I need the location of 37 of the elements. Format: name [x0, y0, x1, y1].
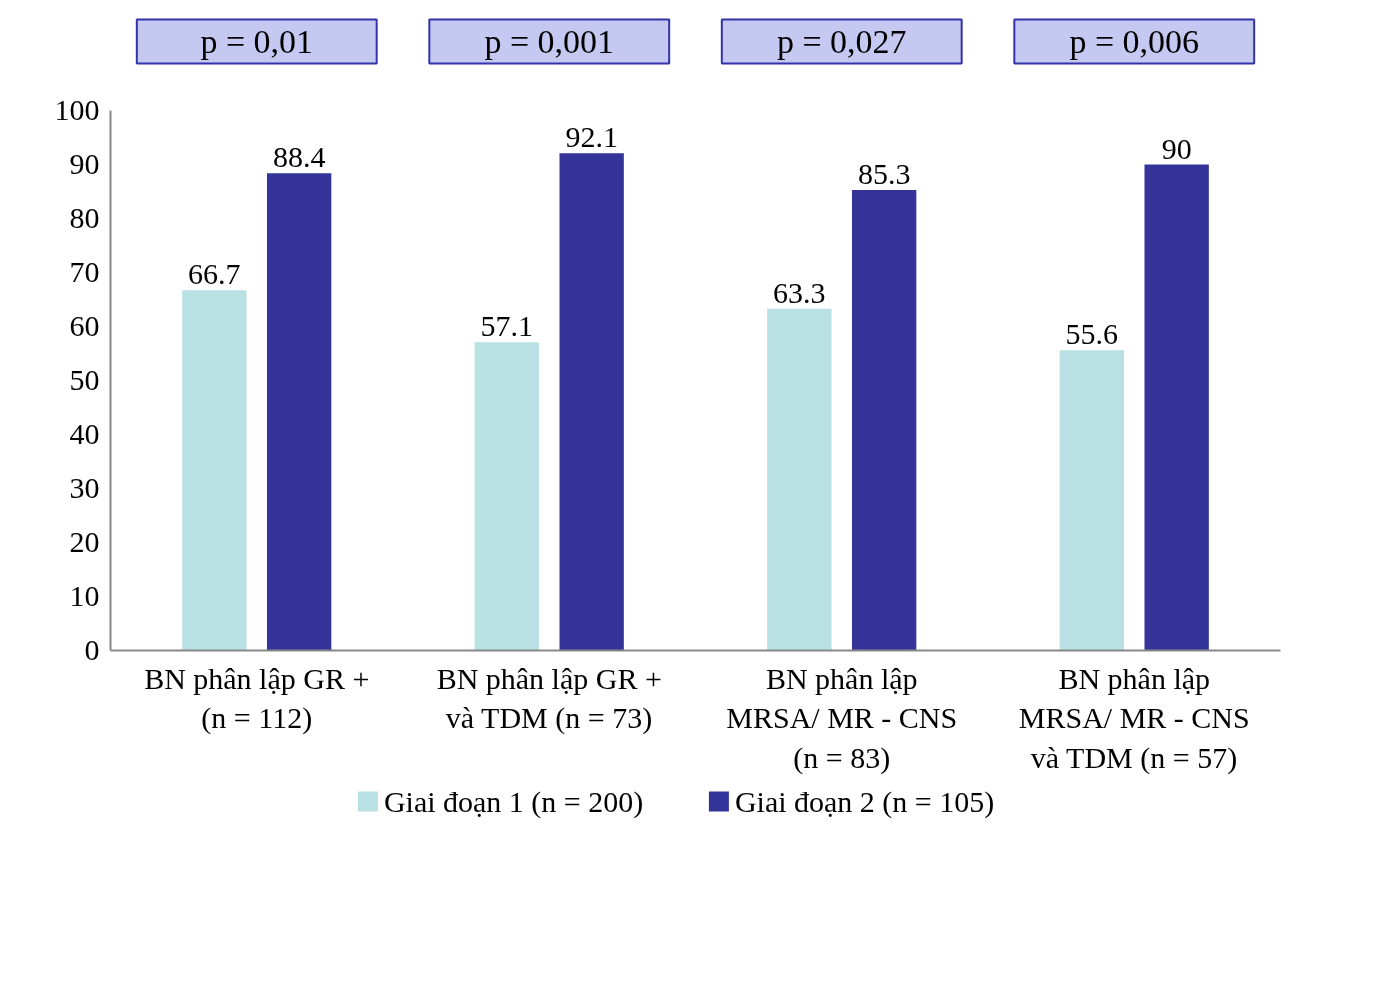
- y-tick-label: 50: [69, 363, 100, 396]
- x-tick-label: BN phân lập MRSA/ MR - CNS và TDM (n = 57): [1018, 661, 1250, 775]
- data-label: 92.1: [565, 120, 618, 154]
- bar: [1144, 164, 1209, 651]
- data-label: 85.3: [857, 156, 911, 190]
- y-tick-label: 90: [69, 147, 100, 180]
- data-label: 88.4: [272, 140, 326, 174]
- bar: [767, 308, 832, 651]
- bar: [851, 189, 917, 651]
- x-tick-label: BN phân lập MRSA/ MR - CNS (n = 83): [726, 661, 958, 775]
- x-tick-label: BN phân lập GR + (n = 112): [144, 661, 370, 736]
- legend-label: Giai đoạn 1 (n = 200): [383, 785, 644, 819]
- bar: [266, 173, 332, 651]
- text: p = 0,027: [776, 23, 907, 60]
- data-label: 63.3: [773, 275, 826, 309]
- text: p = 0,006: [1069, 23, 1200, 60]
- data-label: 66.7: [188, 257, 241, 291]
- bar: [182, 290, 247, 651]
- y-tick-label: 0: [84, 633, 100, 666]
- bar: [1059, 350, 1125, 651]
- y-tick-label: 100: [54, 93, 100, 126]
- bar: [559, 153, 624, 651]
- bar: [474, 342, 540, 651]
- y-tick-label: 10: [69, 579, 100, 612]
- text: p = 0,001: [484, 23, 615, 60]
- legend-label: Giai đoạn 2 (n = 105): [734, 785, 995, 819]
- y-tick-label: 80: [69, 201, 100, 234]
- y-tick-label: 40: [69, 417, 100, 450]
- data-label: 90: [1161, 131, 1192, 165]
- data-label: 55.6: [1065, 317, 1119, 351]
- y-tick-label: 20: [69, 525, 100, 558]
- data-label: 57.1: [480, 309, 534, 343]
- text: p = 0,01: [200, 23, 314, 60]
- y-tick-label: 30: [69, 471, 100, 504]
- x-tick-label: BN phân lập GR + và TDM (n = 73): [436, 661, 662, 736]
- y-tick-label: 60: [69, 309, 100, 342]
- y-tick-label: 70: [69, 255, 100, 288]
